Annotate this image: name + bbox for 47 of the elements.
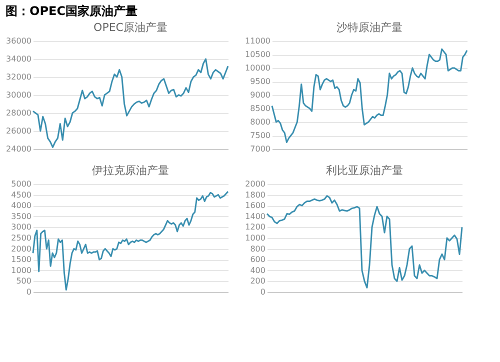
- y-tick-label: 5000: [11, 180, 32, 188]
- y-tick-label: 500: [16, 276, 32, 286]
- chart-title: OPEC原油产量: [94, 21, 168, 34]
- y-tick-label: 1800: [245, 190, 266, 200]
- line-series: [266, 195, 463, 288]
- y-tick-label: 10000: [245, 64, 270, 72]
- y-tick-label: 1000: [11, 266, 32, 275]
- chart-title: 利比亚原油产量: [326, 164, 403, 177]
- y-tick-label: 9500: [250, 77, 270, 86]
- y-tick-label: 200: [250, 276, 266, 286]
- line-series: [32, 58, 229, 148]
- y-tick-label: 32000: [6, 72, 32, 82]
- line-series: [32, 190, 229, 291]
- y-tick-label: 10500: [245, 50, 270, 59]
- y-tick-label: 9000: [250, 90, 270, 100]
- y-tick-label: 8000: [250, 118, 270, 126]
- y-tick-label: 1200: [245, 222, 266, 232]
- y-tick-label: 0: [260, 288, 266, 296]
- y-tick-label: 24000: [6, 144, 32, 154]
- y-tick-label: 8500: [250, 104, 270, 113]
- y-tick-label: 1500: [11, 255, 32, 264]
- chart-title: 伊拉克原油产量: [92, 164, 169, 177]
- y-tick-label: 1000: [245, 234, 266, 242]
- y-tick-label: 34000: [6, 54, 32, 64]
- y-tick-label: 0: [26, 288, 32, 296]
- y-tick-label: 28000: [6, 108, 32, 118]
- text: 图：OPEC国家原油产量: [6, 4, 138, 18]
- chart-title: 沙特原油产量: [336, 21, 402, 34]
- y-tick-label: 7000: [250, 144, 270, 154]
- y-tick-label: 2000: [245, 180, 266, 188]
- y-tick-label: 1400: [245, 212, 266, 221]
- y-tick-label: 7500: [250, 131, 270, 140]
- y-tick-label: 26000: [6, 126, 32, 136]
- y-tick-label: 3500: [11, 212, 32, 221]
- y-tick-label: 11000: [245, 36, 270, 46]
- y-tick-label: 3000: [11, 222, 32, 232]
- y-tick-label: 2000: [11, 244, 32, 254]
- y-tick-label: 600: [250, 255, 266, 264]
- y-tick-label: 4500: [11, 190, 32, 200]
- y-tick-label: 36000: [6, 36, 32, 46]
- y-tick-label: 2500: [11, 234, 32, 242]
- y-tick-label: 30000: [6, 90, 32, 100]
- line-series: [271, 48, 468, 143]
- y-tick-label: 4000: [11, 201, 32, 210]
- y-tick-label: 800: [250, 244, 266, 254]
- y-tick-label: 1600: [245, 201, 266, 210]
- y-tick-label: 400: [250, 266, 266, 275]
